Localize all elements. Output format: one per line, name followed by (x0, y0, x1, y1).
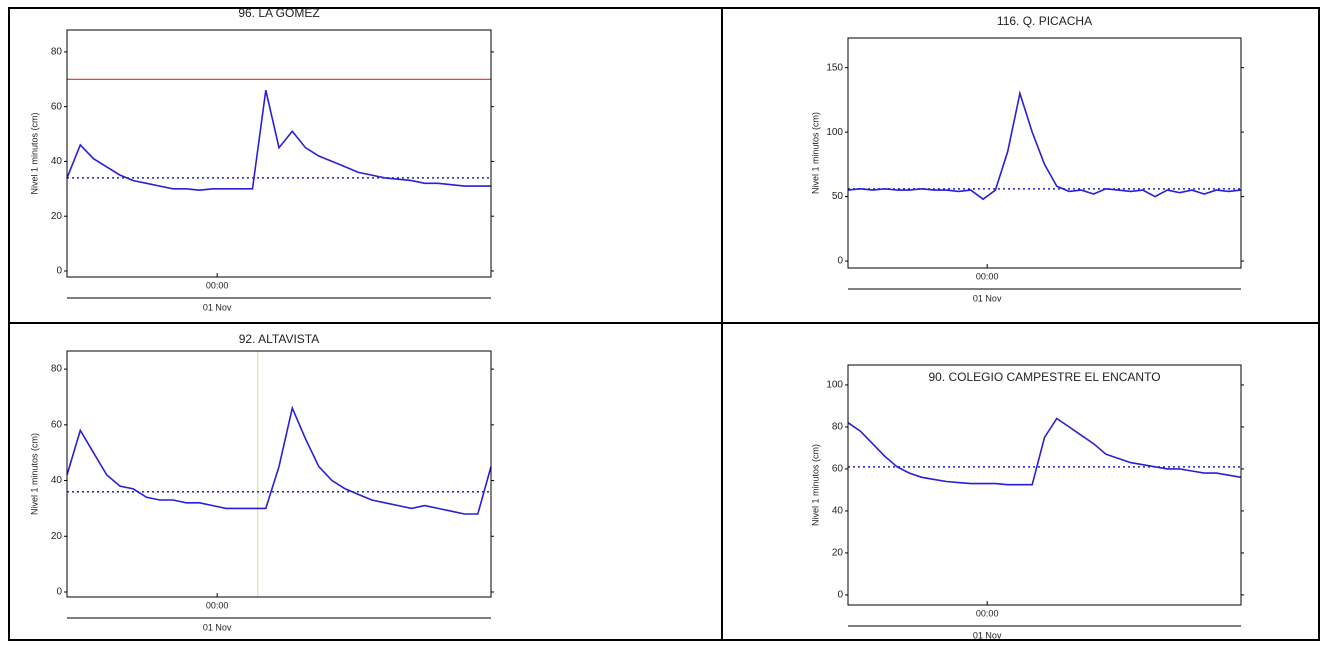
date-label: 01 Nov (203, 302, 232, 312)
data-line (66, 405, 492, 515)
y-axis-label: Nivel 1 minutos (cm) (810, 444, 820, 526)
chart: 90. COLEGIO CAMPESTRE EL ENCANTO Nivel 1 … (810, 364, 1244, 640)
y-tick-label: 50 (832, 191, 844, 202)
chart-title: 116. Q. PICACHA (997, 14, 1092, 28)
y-tick-label: 60 (51, 419, 63, 430)
y-tick-label: 80 (51, 364, 63, 375)
plot-frame (847, 37, 1242, 269)
x-tick-label: 00:00 (976, 608, 999, 618)
table-grid (8, 7, 1320, 641)
chart: 116. Q. PICACHA Nivel 1 minutos (cm) 0 50 10… (810, 14, 1244, 303)
plot-frame (847, 364, 1242, 606)
date-label: 01 Nov (973, 293, 1002, 303)
data-line (66, 90, 491, 192)
y-tick-label: 150 (826, 62, 843, 73)
y-tick-label: 0 (837, 256, 843, 267)
y-axis-label: Nivel 1 minutos (cm) (29, 433, 39, 515)
date-label: 01 Nov (973, 630, 1002, 640)
x-tick-label: 00:00 (976, 271, 999, 281)
date-label: 01 Nov (203, 622, 232, 632)
y-tick-label: 40 (51, 156, 63, 167)
x-tick-label: 00:00 (206, 280, 229, 290)
y-tick-label: 20 (51, 531, 63, 542)
y-tick-label: 60 (832, 464, 844, 475)
y-tick-label: 80 (51, 47, 63, 58)
chart-title: 92. ALTAVISTA (239, 332, 319, 346)
y-tick-label: 100 (826, 127, 843, 138)
data-line (847, 417, 1242, 486)
y-tick-label: 40 (832, 506, 844, 517)
plot-frame (66, 29, 492, 278)
plot-frame (66, 350, 492, 598)
y-tick-label: 20 (51, 211, 63, 222)
chart-title: 96. LA GOMEZ (238, 6, 319, 20)
chart: 96. LA GOMEZ Nivel 1 minutos (cm) 0 20 40 60 8… (29, 6, 494, 312)
x-tick-label: 00:00 (206, 600, 229, 610)
y-axis-label: Nivel 1 minutos (cm) (810, 112, 820, 194)
y-tick-label: 0 (56, 587, 62, 598)
y-tick-label: 0 (837, 590, 843, 601)
y-tick-label: 80 (832, 422, 844, 433)
y-tick-label: 60 (51, 101, 63, 112)
y-tick-label: 100 (826, 380, 843, 391)
y-tick-label: 20 (832, 548, 844, 559)
data-line (847, 90, 1242, 201)
chart-title: 90. COLEGIO CAMPESTRE EL ENCANTO (928, 370, 1160, 384)
chart: 92. ALTAVISTA Nivel 1 minutos (cm) 0 20 40 60… (29, 332, 494, 632)
y-tick-label: 40 (51, 475, 63, 486)
y-tick-label: 0 (56, 266, 62, 277)
y-axis-label: Nivel 1 minutos (cm) (29, 112, 39, 194)
